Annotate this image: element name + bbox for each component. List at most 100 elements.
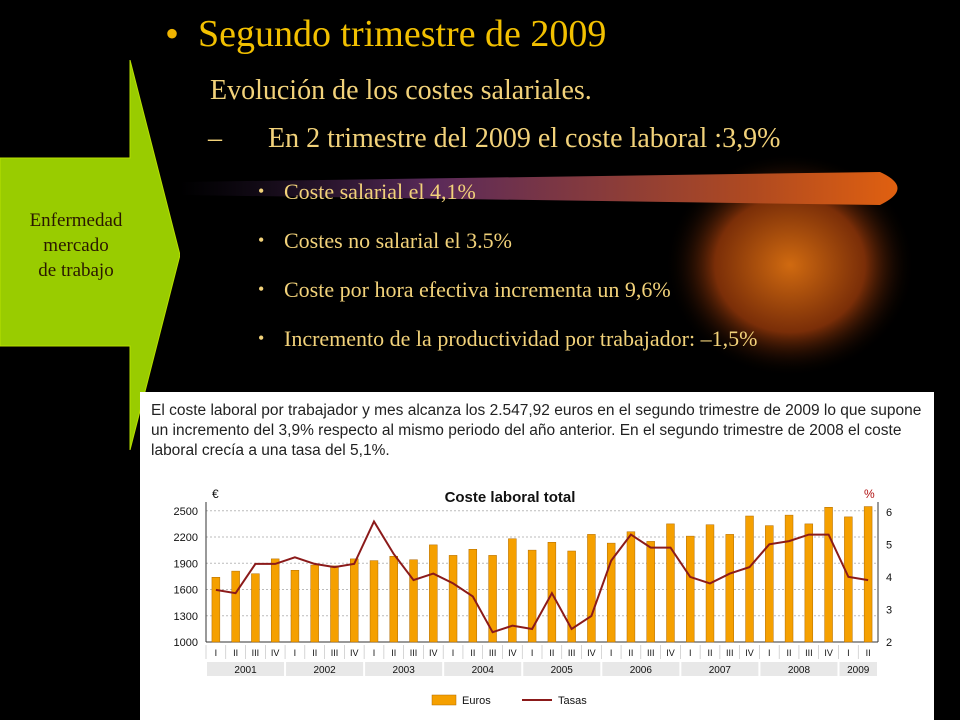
- bar-euros: [310, 564, 319, 643]
- bullet-dot: •: [258, 230, 265, 250]
- y-right-tick-label: 5: [886, 539, 892, 551]
- arrow-label-line: mercado: [43, 235, 109, 256]
- bar-euros: [330, 565, 339, 643]
- bar-euros: [251, 573, 260, 643]
- x-tick-label: II: [787, 648, 792, 658]
- bullet-item: • Coste salarial el 4,1%: [258, 178, 918, 205]
- bar-euros: [211, 577, 221, 643]
- legend-label: Euros: [462, 695, 491, 707]
- bar-euros: [606, 542, 616, 643]
- bar-euros: [508, 538, 517, 643]
- bullet-text: Coste por hora efectiva incrementa un 9,…: [284, 277, 671, 302]
- slide-subtitle: Evolución de los costes salariales.: [210, 75, 592, 106]
- year-label: 2006: [630, 665, 653, 676]
- x-tick-label: IV: [745, 648, 754, 658]
- year-band: [286, 662, 364, 676]
- chart-panel: El coste laboral por trabajador y mes al…: [140, 392, 934, 720]
- x-tick-label: I: [768, 648, 771, 658]
- y-tick-label: 1900: [174, 558, 198, 570]
- bullet-dot: •: [258, 279, 265, 299]
- x-tick-label: II: [628, 648, 633, 658]
- bullet-dot: •: [258, 181, 265, 201]
- bar-euros: [745, 515, 754, 643]
- x-tick-label: III: [805, 648, 813, 658]
- right-axis-unit: %: [864, 487, 875, 501]
- x-tick-label: IV: [666, 648, 675, 658]
- line-tasas: [215, 519, 869, 634]
- year-label: 2005: [551, 665, 574, 676]
- y-right-tick-label: 4: [886, 572, 892, 584]
- bullet-text: Costes no salarial el 3.5%: [284, 228, 512, 253]
- legend-swatch-euros: [431, 694, 457, 706]
- panel-description: El coste laboral por trabajador y mes al…: [151, 402, 922, 459]
- bar-euros: [844, 516, 853, 643]
- bar-euros: [666, 523, 675, 643]
- x-tick-label: I: [610, 648, 613, 658]
- x-tick-label: IV: [350, 648, 359, 658]
- bar-euros: [824, 507, 833, 643]
- slide-subheading: En 2 trimestre del 2009 el coste laboral…: [268, 123, 781, 154]
- bar-euros: [409, 559, 418, 643]
- year-label: 2007: [709, 665, 732, 676]
- year-label: 2002: [313, 665, 336, 676]
- y-right-tick-label: 6: [886, 507, 892, 519]
- x-tick-label: III: [410, 648, 418, 658]
- x-tick-label: IV: [587, 648, 596, 658]
- x-tick-label: IV: [271, 648, 280, 658]
- x-tick-label: II: [707, 648, 712, 658]
- year-band: [681, 662, 759, 676]
- year-label: 2009: [847, 665, 870, 676]
- y-tick-label: 1300: [174, 611, 198, 623]
- bar-euros: [488, 555, 497, 643]
- bar-euros: [448, 555, 458, 643]
- y-tick-label: 1000: [174, 637, 198, 649]
- bar-euros: [626, 531, 636, 643]
- year-label: 2008: [788, 665, 811, 676]
- bar-euros: [389, 556, 398, 643]
- bar-euros: [567, 550, 576, 643]
- x-tick-label: III: [726, 648, 734, 658]
- left-axis-unit: €: [212, 487, 219, 501]
- y-tick-label: 1600: [174, 585, 198, 597]
- bar-euros: [587, 534, 596, 643]
- bar-euros: [369, 560, 379, 643]
- bullet-item: • Costes no salarial el 3.5%: [258, 227, 918, 254]
- bar-euros: [804, 523, 814, 643]
- year-band: [839, 662, 877, 676]
- x-tick-label: III: [331, 648, 339, 658]
- bullet-text: Incremento de la productividad por traba…: [284, 326, 758, 351]
- bar-euros: [646, 541, 655, 643]
- title-bullet: •: [165, 11, 180, 56]
- cost-chart: Coste laboral total € % 2500 2200 1900 1600 130…: [174, 487, 893, 707]
- bullet-item: • Coste por hora efectiva incrementa un …: [258, 276, 918, 303]
- x-tick-label: II: [312, 648, 317, 658]
- year-band: [444, 662, 522, 676]
- y-right-tick-label: 3: [886, 604, 892, 616]
- year-band: [602, 662, 680, 676]
- bar-euros: [527, 549, 537, 643]
- x-tick-label: I: [294, 648, 297, 658]
- slide-title: Segundo trimestre de 2009: [198, 13, 607, 55]
- bar-euros: [429, 544, 438, 643]
- bar-euros: [765, 525, 774, 643]
- x-tick-label: III: [489, 648, 497, 658]
- bar-euros: [290, 570, 300, 643]
- x-tick-label: IV: [824, 648, 833, 658]
- bullet-item: • Incremento de la productividad por tra…: [258, 325, 918, 352]
- arrow-label-line: Enfermedad: [29, 210, 123, 231]
- year-band: [760, 662, 838, 676]
- year-band: [207, 662, 285, 676]
- bar-euros: [784, 514, 794, 643]
- arrow-label-line: de trabajo: [38, 260, 114, 281]
- bullet-list: • Coste salarial el 4,1% • Costes no sal…: [258, 178, 918, 352]
- x-tick-label: II: [233, 648, 238, 658]
- x-tick-label: I: [689, 648, 692, 658]
- x-tick-label: II: [391, 648, 396, 658]
- bullet-text: Coste salarial el 4,1%: [284, 179, 476, 204]
- x-tick-label: I: [531, 648, 534, 658]
- x-tick-label: IV: [429, 648, 438, 658]
- chart-title: Coste laboral total: [445, 489, 576, 506]
- bar-euros: [270, 558, 280, 643]
- bar-euros: [725, 534, 734, 643]
- bullet-dot: •: [258, 328, 265, 348]
